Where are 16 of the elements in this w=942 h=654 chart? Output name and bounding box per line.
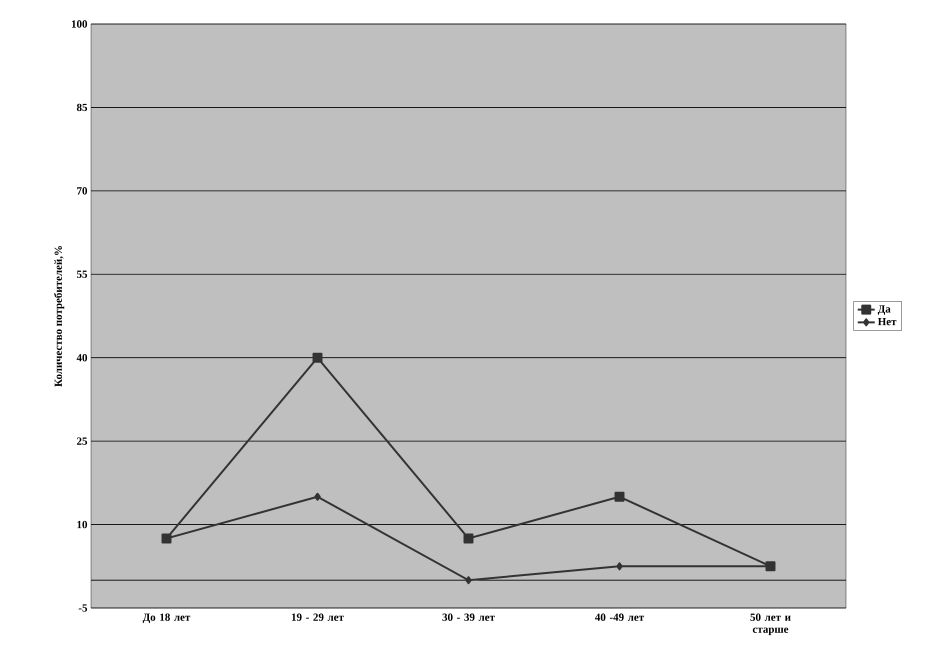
y-tick-label: 85 <box>76 104 88 112</box>
y-tick-label: 25 <box>76 437 88 445</box>
y-axis-title: Количество потребителей,% <box>54 246 64 387</box>
x-tick-label: 19 - 29 лет <box>292 614 344 621</box>
y-tick-label: 55 <box>76 270 88 278</box>
y-tick-label: 10 <box>77 520 88 528</box>
y-tick-label: -5 <box>78 604 88 612</box>
x-tick-label: До 18 лет <box>142 614 190 624</box>
y-tick-label: 100 <box>72 20 88 28</box>
legend-label: Нет <box>878 318 896 326</box>
y-tick-label: 70 <box>77 187 88 195</box>
y-tick-label: 40 <box>76 354 88 362</box>
legend-label: Да <box>878 305 891 315</box>
x-tick-label: 30 - 39 лет <box>442 614 495 621</box>
x-tick-label: 50 лет и старше <box>750 614 791 636</box>
x-tick-label: 40 -49 лет <box>595 614 644 621</box>
